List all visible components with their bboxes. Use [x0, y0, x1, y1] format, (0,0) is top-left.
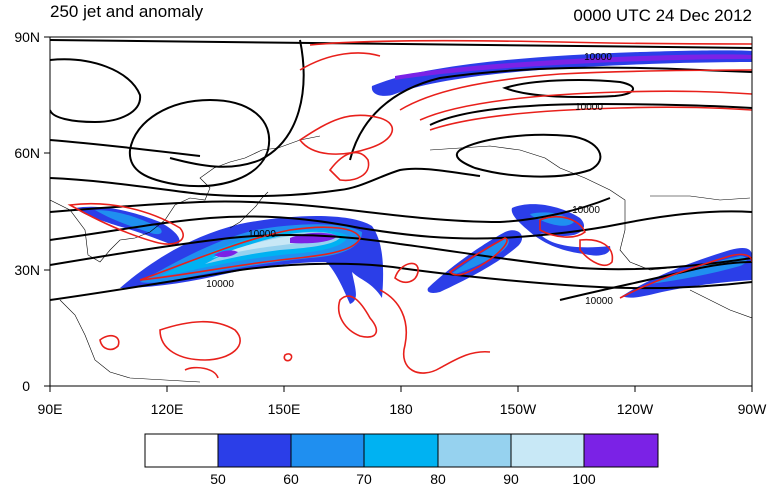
anomaly-contour [99, 334, 120, 351]
height-contour [50, 262, 752, 301]
anomaly-contour [448, 237, 508, 276]
contour-labels: 10000 10000 10000 10000 10000 10000 [206, 52, 613, 307]
height-contour [502, 79, 634, 99]
height-contour [455, 133, 602, 178]
height-contours [50, 39, 752, 301]
anomaly-contour [338, 295, 378, 338]
colorbar-label: 80 [430, 471, 446, 487]
lon-label: 150W [500, 401, 537, 417]
anomaly-contour [159, 320, 241, 361]
jet-streak-polar [371, 50, 752, 96]
lat-label: 90N [14, 29, 40, 45]
contour-label: 10000 [585, 296, 613, 307]
north-america-coastline [650, 195, 751, 201]
anomaly-contour [67, 202, 184, 245]
latitude-labels: 90N 60N 30N 0 [14, 29, 40, 394]
anomaly-contour [309, 39, 752, 46]
anomaly-contour [184, 366, 219, 379]
colorbar-box [145, 434, 218, 467]
anomaly-contour [328, 151, 370, 182]
jet-streak-asia [75, 206, 180, 246]
lon-label: 90E [38, 401, 63, 417]
colorbar-box [438, 434, 511, 467]
anomaly-contour [429, 106, 752, 131]
lon-label: 180 [389, 401, 413, 417]
colorbar-box [584, 434, 658, 467]
colorbar-label: 50 [210, 471, 226, 487]
central-america-coastline [689, 289, 752, 319]
colorbar-box [511, 434, 584, 467]
anomaly-contour [299, 52, 381, 71]
height-contour [429, 102, 752, 126]
height-contour [50, 197, 611, 224]
contour-label: 10000 [572, 205, 600, 216]
anomaly-contour [379, 289, 491, 374]
colorbar: 50 60 70 80 90 100 [144, 433, 659, 487]
map-title-left: 250 jet and anomaly [50, 2, 204, 21]
jet-streak-east-pacific-inner [530, 212, 574, 226]
longitude-labels: 90E 120E 150E 180 150W 120W 90W [38, 401, 768, 417]
anomaly-contour [419, 90, 752, 121]
lon-label: 120W [617, 401, 654, 417]
jet-max-shading-japan [214, 250, 238, 258]
height-contour [169, 39, 305, 168]
anomaly-contour [283, 353, 293, 362]
colorbar-label: 70 [356, 471, 372, 487]
height-contour [50, 167, 481, 198]
contour-label: 10000 [248, 229, 276, 240]
height-contour [559, 261, 752, 301]
jet-streak-polar-inner [395, 54, 752, 80]
height-contour [128, 98, 271, 188]
anomaly-contour [619, 253, 752, 299]
contour-label: 10000 [575, 102, 603, 113]
lat-label: 30N [14, 262, 40, 278]
anomaly-contour [539, 216, 586, 238]
map-title-right: 0000 UTC 24 Dec 2012 [573, 6, 752, 25]
lon-label: 90W [738, 401, 768, 417]
colorbar-label: 100 [572, 471, 596, 487]
alaska-coastline [429, 145, 671, 271]
anomaly-contour [298, 114, 394, 155]
height-contour [50, 210, 752, 241]
height-contour [50, 234, 752, 271]
map-panel: 10000 10000 10000 10000 10000 10000 [50, 39, 752, 383]
height-contour [50, 139, 201, 157]
southeast-asia-coastline [59, 299, 201, 383]
colorbar-box [364, 434, 438, 467]
contour-label: 10000 [206, 279, 234, 290]
axis-ticks [44, 36, 753, 392]
jet-streak-asia-inner [95, 210, 162, 235]
anomaly-contour [139, 226, 361, 281]
lat-label: 0 [22, 378, 30, 394]
anomaly-contours [67, 39, 752, 379]
colorbar-label: 90 [503, 471, 519, 487]
coastlines [50, 135, 752, 383]
height-contour [349, 66, 752, 161]
anomaly-contour [399, 69, 752, 111]
height-contour [50, 39, 752, 49]
colorbar-label: 60 [283, 471, 299, 487]
colorbar-box [291, 434, 364, 467]
contour-label: 10000 [584, 52, 612, 63]
lat-label: 60N [14, 145, 40, 161]
colorbar-box [218, 434, 291, 467]
anomaly-contour [394, 262, 419, 284]
height-contour [50, 58, 142, 124]
jet-streak-central-pacific-inner [448, 238, 509, 276]
lon-label: 150E [268, 401, 301, 417]
anomaly-contour [579, 238, 614, 266]
lon-label: 120E [151, 401, 184, 417]
